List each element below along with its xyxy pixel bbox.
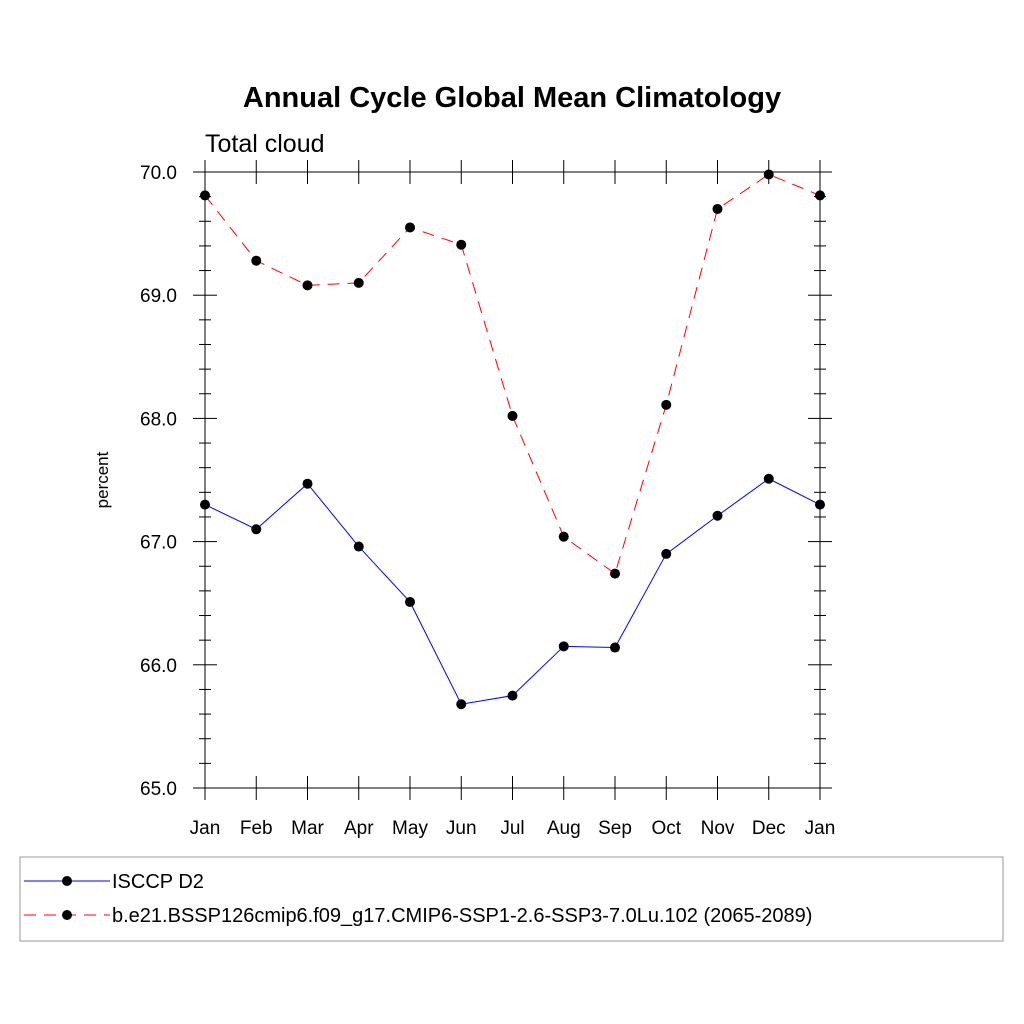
data-point — [610, 642, 620, 653]
data-point — [405, 222, 415, 233]
data-point — [763, 169, 774, 180]
data-point — [610, 568, 620, 579]
axes: Jan Feb Mar Apr May Jun Jul Aug Sep Oct Nov Dec Jan 6… — [140, 160, 835, 839]
data-point — [815, 190, 825, 201]
x-tick-label: Jan — [190, 818, 221, 839]
legend-label-1: ISCCP D2 — [112, 871, 204, 893]
chart-title: Annual Cycle Global Mean Climatology — [243, 82, 781, 114]
data-point — [353, 541, 364, 552]
legend-marker-2 — [62, 910, 72, 920]
x-tick-label: Sep — [598, 818, 632, 839]
y-tick-label: 66.0 — [140, 656, 177, 677]
x-tick-label: Aug — [547, 818, 581, 839]
data-point — [405, 596, 415, 607]
y-axis-label: percent — [93, 451, 112, 508]
data-point — [353, 277, 364, 288]
legend: ISCCP D2 b.e21.BSSP126cmip6.f09_g17.CMIP6… — [24, 871, 812, 927]
data-point — [251, 524, 262, 535]
y-tick-label: 69.0 — [140, 286, 177, 307]
x-tick-label: Jun — [446, 818, 477, 839]
data-point — [507, 690, 518, 701]
x-tick-label: Jul — [500, 818, 524, 839]
x-tick-label: Oct — [651, 818, 681, 839]
series-line-2 — [204, 173, 821, 575]
data-point — [763, 473, 774, 484]
legend-box — [19, 856, 1004, 942]
data-point — [200, 190, 210, 201]
y-tick-label: 70.0 — [140, 163, 177, 184]
data-point — [558, 641, 569, 652]
data-point — [712, 510, 723, 521]
data-point — [661, 548, 672, 559]
series-line-1 — [204, 478, 821, 705]
data-point — [251, 255, 262, 266]
data-point — [558, 531, 569, 542]
x-tick-label: Jan — [805, 818, 836, 839]
x-tick-label: Nov — [701, 818, 735, 839]
data-point — [302, 478, 313, 489]
chart-subtitle: Total cloud — [205, 130, 325, 158]
data-point — [507, 410, 518, 421]
x-tick-label: May — [392, 818, 428, 839]
series-group — [200, 169, 825, 710]
legend-marker-1 — [62, 876, 72, 886]
data-point — [200, 499, 210, 510]
data-point — [661, 399, 672, 410]
y-tick-label: 65.0 — [140, 779, 177, 800]
data-point — [712, 203, 723, 214]
legend-label-2: b.e21.BSSP126cmip6.f09_g17.CMIP6-SSP1-2.… — [112, 905, 812, 927]
x-tick-label: Apr — [344, 818, 374, 839]
y-tick-label: 67.0 — [140, 533, 177, 554]
data-point — [815, 499, 825, 510]
x-tick-label: Feb — [240, 818, 273, 839]
x-tick-label: Mar — [291, 818, 324, 839]
data-point — [456, 239, 467, 250]
data-point — [456, 699, 467, 710]
data-point — [302, 280, 313, 291]
y-tick-label: 68.0 — [140, 409, 177, 430]
x-tick-label: Dec — [752, 818, 786, 839]
